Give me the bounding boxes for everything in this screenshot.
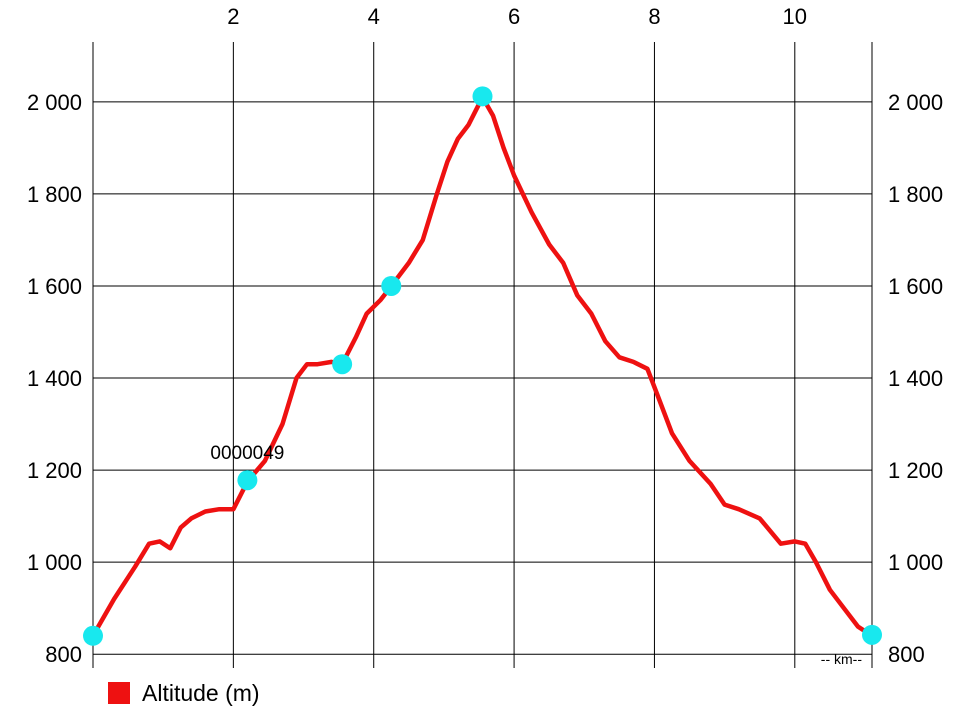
waypoint-marker [83,625,103,646]
y-tick-label-left: 1 200 [27,458,82,483]
waypoint-marker [381,275,402,296]
legend-label: Altitude (m) [142,679,260,706]
altitude-line [90,94,875,639]
x-tick-label: 2 [227,4,239,29]
legend: Altitude (m) [108,678,260,708]
waypoint-marker [862,624,882,645]
marker-layer: 0000049 [83,86,882,646]
x-tick-label: 4 [368,4,380,29]
y-tick-label-right: 800 [888,642,925,667]
series-layer [90,94,875,639]
x-tick-label: 10 [783,4,807,29]
legend-swatch [108,682,130,704]
y-tick-label-left: 1 000 [27,550,82,575]
x-tick-label: 6 [508,4,520,29]
x-tick-label: 8 [648,4,660,29]
waypoint-marker [472,86,493,107]
y-tick-label-right: 1 000 [888,550,943,575]
x-unit-label: -- km-- [821,651,863,667]
y-tick-label-left: 800 [45,642,82,667]
y-tick-label-right: 1 400 [888,366,943,391]
y-tick-label-left: 1 600 [27,274,82,299]
y-tick-label-right: 1 200 [888,458,943,483]
y-tick-label-left: 1 400 [27,366,82,391]
y-tick-label-right: 2 000 [888,90,943,115]
y-tick-label-left: 2 000 [27,90,82,115]
y-tick-label-left: 1 800 [27,182,82,207]
waypoint-marker [237,470,258,491]
waypoint-label: 0000049 [210,443,284,464]
waypoint-marker [332,354,353,375]
grid-layer [92,42,873,668]
y-tick-label-right: 1 800 [888,182,943,207]
y-tick-label-right: 1 600 [888,274,943,299]
axis-layer: 2 4 6 8 10 800 800 1 000 1 000 1 200 1 200 1 400 1 4… [27,4,943,667]
